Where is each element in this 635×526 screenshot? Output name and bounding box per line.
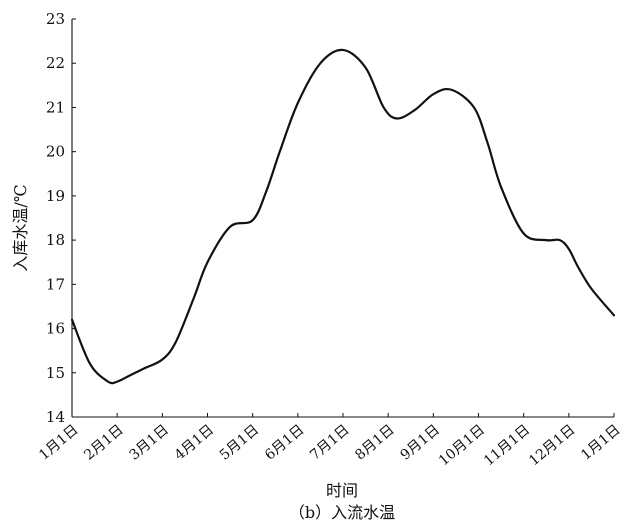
figure-caption: （b）入流水温 (289, 503, 395, 522)
x-axis: 1月1日 2月1日 3月1日 4月1日 5月1日 6月1日 7月1日 8月1日 9月1日10月1… (36, 413, 624, 469)
y-axis-title: 入库水温/℃ (11, 184, 30, 271)
x-tick-label: 1月1日 (578, 422, 623, 464)
y-tick-label: 23 (46, 10, 65, 28)
y-tick-label: 18 (46, 231, 65, 249)
y-tick-label: 20 (46, 143, 65, 161)
x-tick-label: 3月1日 (127, 422, 172, 464)
x-tick-label: 7月1日 (307, 422, 352, 464)
x-tick-label: 1月1日 (36, 422, 81, 464)
y-tick-label: 19 (46, 187, 65, 205)
y-tick-label: 22 (46, 54, 65, 72)
x-axis-title: 时间 (326, 481, 358, 500)
series-line-0 (70, 48, 616, 385)
y-tick-label: 21 (46, 98, 65, 116)
series-layer (70, 48, 616, 385)
x-tick-label: 2月1日 (81, 422, 126, 464)
x-tick-label: 6月1日 (262, 422, 307, 464)
x-tick-label: 8月1日 (352, 422, 397, 464)
x-tick-label: 12月1日 (526, 422, 578, 469)
x-tick-label: 4月1日 (172, 422, 217, 464)
x-tick-label: 11月1日 (481, 422, 533, 469)
y-tick-label: 14 (46, 408, 65, 426)
x-tick-label: 5月1日 (217, 422, 262, 464)
plot-area (71, 19, 614, 418)
y-axis: 14 15 16 17 18 19 20 21 22 23 (46, 10, 76, 426)
y-tick-label: 15 (46, 364, 65, 382)
x-tick-label: 10月1日 (436, 422, 488, 469)
y-tick-label: 17 (46, 275, 65, 293)
y-tick-label: 16 (46, 320, 65, 338)
